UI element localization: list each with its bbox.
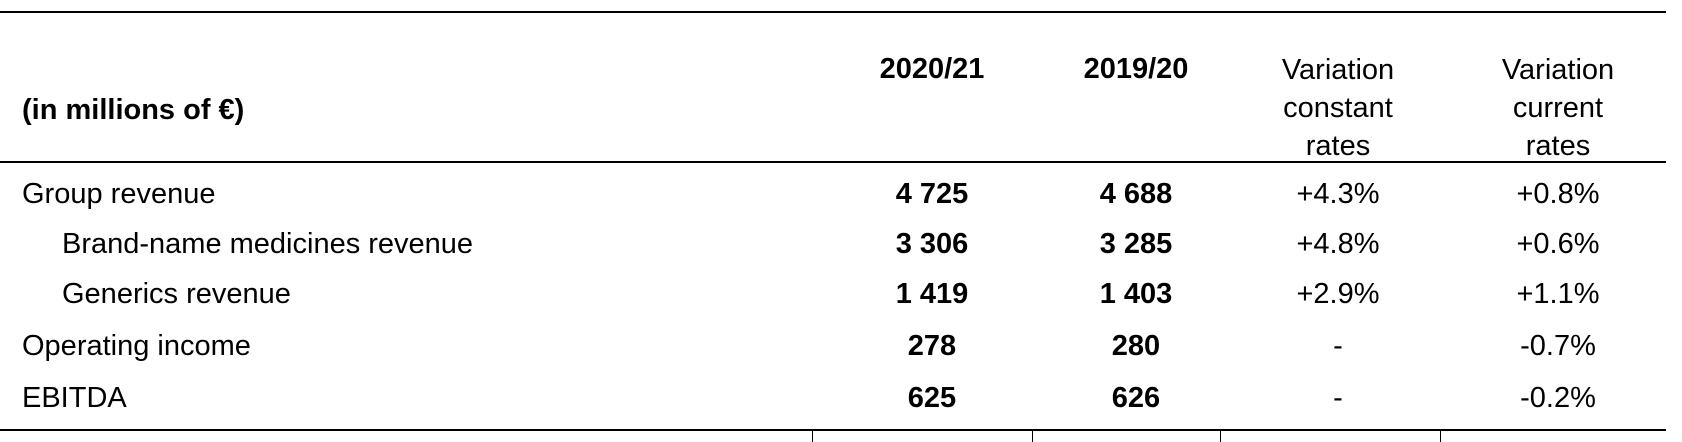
column-divider-tick: [1220, 429, 1221, 442]
header-line: rates: [1525, 130, 1591, 162]
cell-variation-current: +0.6%: [1516, 228, 1600, 260]
header-line: Variation: [1281, 54, 1395, 86]
cell-variation-current: +1.1%: [1516, 278, 1600, 310]
cell-variation-current: +0.8%: [1516, 178, 1600, 210]
column-divider-tick: [812, 429, 813, 442]
column-header-variation-current: Variation current rates: [1448, 51, 1668, 165]
cell-variation-constant: -: [1333, 382, 1343, 414]
header-separator-rule: [0, 161, 1666, 163]
cell-variation-constant: +4.8%: [1296, 228, 1380, 260]
table-bottom-rule: [0, 429, 1666, 431]
cell-2019-20: 3 285: [1099, 228, 1173, 260]
cell-2020-21: 3 306: [895, 228, 969, 260]
cell-2020-21: 1 419: [895, 278, 969, 310]
column-header-2020-21: 2020/21: [879, 53, 985, 85]
cell-2020-21: 625: [907, 382, 957, 414]
column-divider-tick: [1440, 429, 1441, 442]
cell-variation-constant: -: [1333, 330, 1343, 362]
column-divider-tick: [1032, 429, 1033, 442]
cell-2019-20: 1 403: [1099, 278, 1173, 310]
column-header-2019-20: 2019/20: [1083, 53, 1189, 85]
table-top-rule: [0, 11, 1666, 13]
header-line: constant: [1283, 92, 1393, 124]
header-line: Variation: [1501, 54, 1615, 86]
column-header-variation-constant: Variation constant rates: [1228, 51, 1448, 165]
cell-2019-20: 626: [1111, 382, 1161, 414]
cell-variation-constant: +2.9%: [1296, 278, 1380, 310]
row-label-group-revenue: Group revenue: [22, 178, 216, 210]
cell-variation-current: -0.7%: [1520, 330, 1596, 362]
cell-variation-constant: +4.3%: [1296, 178, 1380, 210]
row-label-brand-name-medicines-revenue: Brand-name medicines revenue: [62, 228, 474, 260]
header-line: rates: [1305, 130, 1371, 162]
row-label-ebitda: EBITDA: [22, 382, 127, 414]
cell-variation-current: -0.2%: [1520, 382, 1596, 414]
cell-2019-20: 4 688: [1099, 178, 1173, 210]
row-label-operating-income: Operating income: [22, 330, 251, 362]
cell-2019-20: 280: [1111, 330, 1161, 362]
header-line: current: [1512, 92, 1604, 124]
row-label-generics-revenue: Generics revenue: [62, 278, 291, 310]
unit-label: (in millions of €): [22, 94, 245, 126]
cell-2020-21: 4 725: [895, 178, 969, 210]
cell-2020-21: 278: [907, 330, 957, 362]
